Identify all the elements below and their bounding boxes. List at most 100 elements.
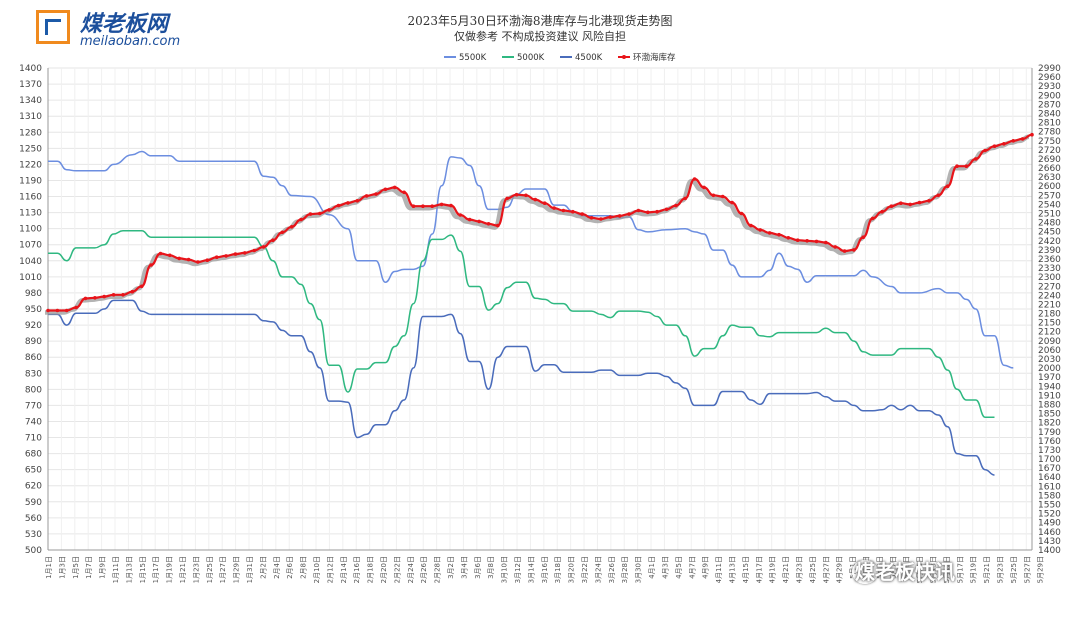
- x-tick-label: 3月24日: [594, 556, 602, 583]
- y-left-tick-label: 650: [25, 466, 42, 476]
- series-point: [571, 209, 575, 214]
- series-point: [955, 164, 959, 168]
- y-right-tick-label: 1580: [1038, 491, 1061, 501]
- series-point: [271, 238, 275, 242]
- series-point: [964, 164, 969, 168]
- x-tick-label: 2月24日: [407, 556, 415, 583]
- series-point: [711, 193, 716, 198]
- y-left-tick-label: 1400: [19, 64, 42, 74]
- y-right-tick-label: 2630: [1038, 173, 1061, 183]
- y-right-tick-label: 1490: [1038, 519, 1061, 529]
- series-point: [870, 216, 875, 221]
- series-point: [449, 203, 453, 208]
- y-right-tick-label: 2450: [1038, 228, 1061, 238]
- series-point: [374, 192, 378, 196]
- series-point: [974, 157, 978, 161]
- x-tick-label: 3月18日: [554, 556, 562, 583]
- series-line-1: [47, 230, 995, 418]
- wechat-icon: [852, 560, 878, 584]
- y-left-tick-label: 530: [25, 530, 42, 540]
- x-tick-label: 5月5日: [876, 556, 884, 579]
- y-left-tick-label: 1250: [19, 144, 42, 154]
- series-point: [786, 236, 791, 240]
- series-point: [608, 215, 613, 219]
- series-point: [692, 177, 697, 181]
- series-point: [392, 185, 397, 190]
- y-left-tick-label: 830: [25, 369, 42, 379]
- series-point: [824, 240, 828, 245]
- x-tick-label: 4月27日: [822, 556, 830, 583]
- series-point: [674, 203, 678, 208]
- series-point: [945, 184, 950, 188]
- series-line-0: [48, 150, 1014, 369]
- axes: 500 530 560 590 620 650 680 710 740 770 800 830 860 8…: [19, 64, 1061, 583]
- series-point: [64, 308, 69, 313]
- y-right-tick-label: 1970: [1038, 373, 1061, 383]
- series-line-3: [48, 133, 1033, 312]
- x-tick-label: 5月21日: [983, 556, 991, 583]
- x-tick-label: 1月9日: [99, 556, 107, 579]
- x-tick-label: 3月2日: [447, 556, 455, 579]
- series-point: [795, 238, 800, 242]
- legend-label: 环渤海库存: [633, 52, 676, 63]
- series-point: [561, 208, 566, 213]
- y-right-tick-label: 2210: [1038, 300, 1061, 310]
- series-point: [111, 293, 116, 297]
- x-tick-label: 4月7日: [688, 556, 696, 579]
- x-tick-label: 3月14日: [527, 556, 535, 583]
- series-point: [889, 204, 894, 208]
- x-tick-label: 4月11日: [715, 556, 723, 583]
- x-tick-label: 5月19日: [970, 556, 978, 583]
- legend-marker: [622, 55, 626, 59]
- y-right-tick-label: 2600: [1038, 182, 1061, 192]
- series-point: [93, 296, 97, 300]
- y-left-tick-label: 980: [25, 289, 42, 299]
- y-left-tick-label: 1280: [19, 128, 42, 138]
- x-tick-label: 2月2日: [259, 556, 267, 579]
- series-point: [777, 232, 781, 237]
- y-left-tick-label: 1340: [19, 96, 42, 106]
- x-tick-label: 4月23日: [795, 556, 803, 583]
- series-point: [542, 201, 547, 205]
- y-right-tick-label: 1790: [1038, 428, 1061, 438]
- series-point: [327, 208, 331, 212]
- chart-subtitle: 仅做参考 不构成投资建议 风险自担: [454, 30, 626, 43]
- series-point: [646, 210, 650, 215]
- x-tick-label: 4月9日: [702, 556, 710, 579]
- series-shadow-line: [45, 134, 1030, 315]
- y-left-tick-label: 1130: [19, 209, 42, 219]
- series-point: [243, 251, 247, 255]
- series-point: [121, 293, 125, 297]
- series-point: [383, 187, 388, 192]
- y-right-tick-label: 1760: [1038, 437, 1061, 447]
- y-right-tick-label: 1670: [1038, 464, 1061, 474]
- series-point: [514, 192, 519, 197]
- series-point: [1020, 137, 1025, 141]
- y-left-tick-label: 680: [25, 450, 42, 460]
- y-right-tick-label: 1640: [1038, 473, 1061, 483]
- y-right-tick-label: 2180: [1038, 310, 1061, 320]
- x-tick-label: 5月11日: [916, 556, 924, 583]
- y-right-tick-label: 2090: [1038, 337, 1061, 347]
- y-left-tick-label: 710: [25, 434, 42, 444]
- series-line-2: [48, 299, 995, 476]
- series-point: [702, 185, 706, 190]
- series-point: [130, 289, 135, 294]
- x-tick-label: 2月12日: [326, 556, 334, 583]
- x-tick-label: 1月25日: [206, 556, 214, 583]
- y-right-tick-label: 2000: [1038, 364, 1061, 374]
- x-tick-label: 5月17日: [956, 556, 964, 583]
- y-right-tick-label: 1430: [1038, 537, 1061, 547]
- x-tick-label: 3月12日: [514, 556, 522, 583]
- series-point: [908, 202, 912, 207]
- series-point: [992, 144, 997, 148]
- y-right-tick-label: 2750: [1038, 137, 1061, 147]
- series-point: [336, 203, 341, 208]
- legend-label: 5000K: [517, 53, 545, 63]
- series-point: [318, 211, 322, 216]
- series-point: [149, 263, 153, 267]
- y-right-tick-label: 1910: [1038, 391, 1061, 401]
- series-point: [739, 211, 744, 216]
- legend-label: 4500K: [575, 53, 603, 63]
- y-right-tick-label: 2870: [1038, 100, 1061, 110]
